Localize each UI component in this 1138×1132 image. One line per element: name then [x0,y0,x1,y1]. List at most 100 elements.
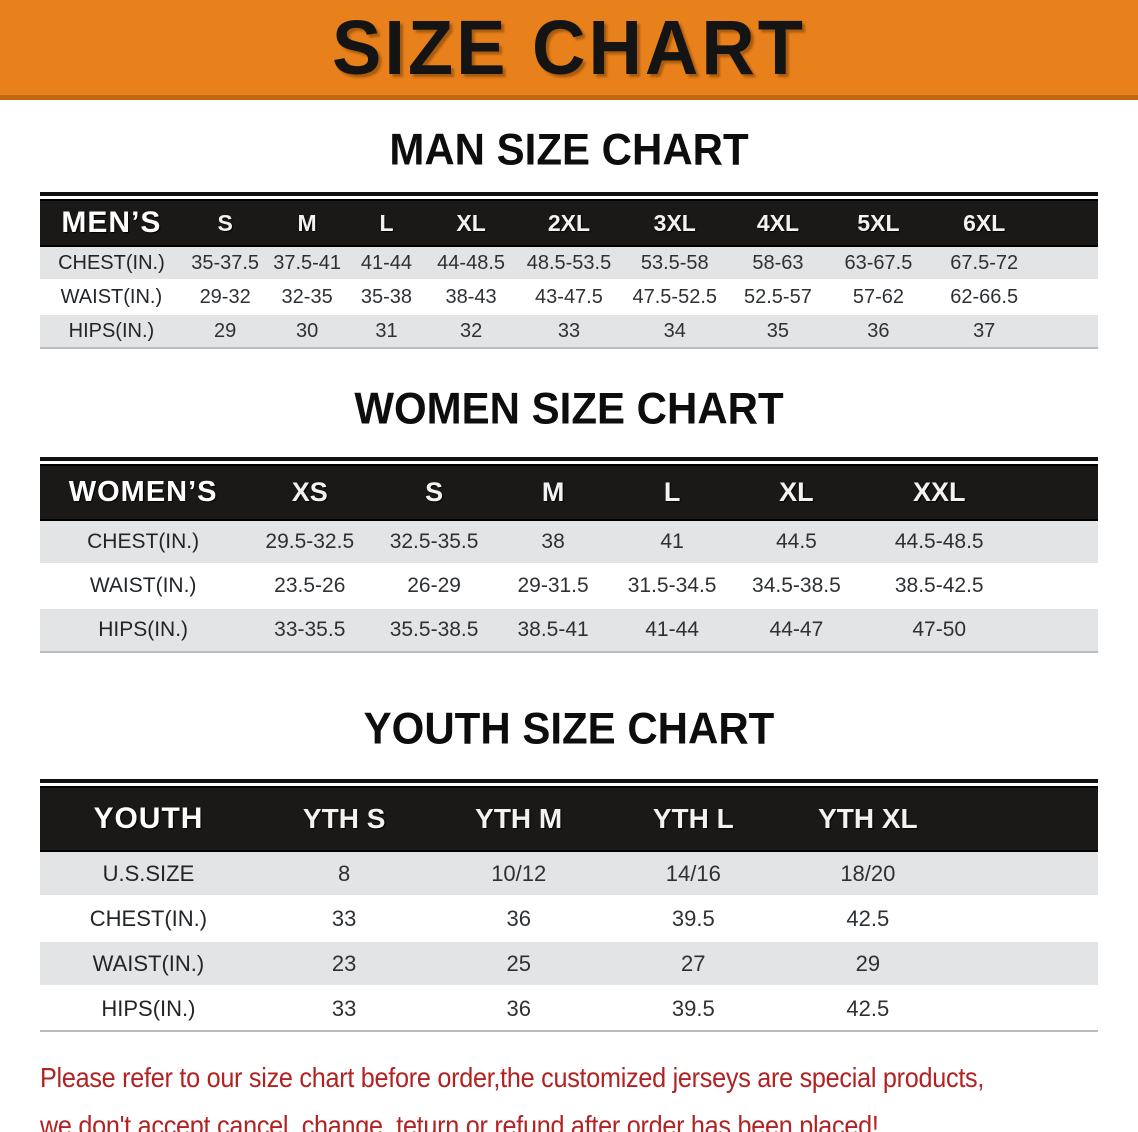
table-row: CHEST(IN.) 33 36 39.5 42.5 [40,895,1098,942]
size-value: 33 [516,313,622,349]
cell-spacer [1018,563,1098,609]
size-value: 34.5-38.5 [732,563,860,609]
column-header: 6XL [928,199,1040,247]
size-value: 44-47 [732,607,860,653]
warning-line-1: Please refer to our size chart before or… [40,1062,985,1093]
column-header: XL [426,199,517,247]
size-value: 32-35 [267,279,347,315]
size-value: 35 [727,313,829,349]
table-row: CHEST(IN.) 35-37.5 37.5-41 41-44 44-48.5 48.5… [40,245,1098,281]
cell-spacer [1039,313,1098,349]
size-value: 36 [431,895,606,942]
youth-size-table-wrap: YOUTH YTH S YTH M YTH L YTH XL U.S.SIZE 8 10/12… [40,779,1098,1032]
women-size-section: WOMEN SIZE CHART WOMEN’S XS S M L XL XXL CHEST(… [0,383,1138,653]
size-value: 32 [426,313,517,349]
size-value: 29.5-32.5 [246,519,374,565]
row-label: HIPS(IN.) [40,607,247,653]
size-value: 47-50 [859,607,1019,653]
row-label: CHEST(IN.) [40,895,257,942]
size-value: 31.5-34.5 [611,563,733,609]
size-value: 29-32 [182,279,268,315]
table-top-border [40,457,1098,461]
column-header: 2XL [516,199,622,247]
size-value: 53.5-58 [621,245,728,281]
size-value: 44.5 [732,519,860,565]
cell-spacer [955,850,1098,897]
cell-spacer [1039,279,1098,315]
cell-spacer [955,985,1098,1032]
size-value: 39.5 [606,985,781,1032]
column-header: S [373,464,495,521]
row-label: WAIST(IN.) [40,563,247,609]
youth-size-table: YOUTH YTH S YTH M YTH L YTH XL U.S.SIZE 8 10/12… [40,786,1098,1032]
cell-spacer [955,895,1098,942]
table-top-border [40,192,1098,196]
table-top-border [40,779,1098,783]
size-value: 23.5-26 [246,563,374,609]
size-value: 58-63 [727,245,829,281]
cell-spacer [1018,519,1098,565]
column-header: 4XL [727,199,829,247]
row-label: CHEST(IN.) [40,245,183,281]
size-value: 38.5-41 [494,607,612,653]
row-label: WAIST(IN.) [40,279,183,315]
table-row: HIPS(IN.) 33-35.5 35.5-38.5 38.5-41 41-44 44-… [40,607,1098,653]
size-value: 35-37.5 [182,245,268,281]
table-row: WAIST(IN.) 29-32 32-35 35-38 38-43 43-47.5 47.… [40,279,1098,315]
size-value: 31 [346,313,427,349]
size-value: 67.5-72 [928,245,1040,281]
size-value: 57-62 [828,279,929,315]
banner-title: SIZE CHART [332,4,806,91]
size-value: 23 [256,940,432,987]
size-value: 44.5-48.5 [859,519,1019,565]
column-header: S [182,199,268,247]
table-header-row: YOUTH YTH S YTH M YTH L YTH XL [40,786,1098,852]
column-header: XS [246,464,374,521]
size-value: 35.5-38.5 [373,607,495,653]
cell-spacer [1039,245,1098,281]
column-header: 3XL [621,199,728,247]
table-row: U.S.SIZE 8 10/12 14/16 18/20 [40,850,1098,897]
column-header: YTH S [256,786,432,852]
size-value: 38 [494,519,612,565]
size-value: 37 [928,313,1040,349]
size-value: 44-48.5 [426,245,517,281]
women-size-table-wrap: WOMEN’S XS S M L XL XXL CHEST(IN.) 29.5-32.5 32.5… [40,457,1098,653]
column-header: L [611,464,733,521]
table-label: MEN’S [40,199,183,247]
column-header: M [494,464,612,521]
cell-spacer [1018,607,1098,653]
cell-spacer [955,940,1098,987]
size-value: 29 [182,313,268,349]
size-value: 42.5 [780,895,956,942]
table-label: WOMEN’S [40,464,247,521]
size-value: 34 [621,313,728,349]
size-value: 62-66.5 [928,279,1040,315]
row-label: CHEST(IN.) [40,519,247,565]
size-value: 10/12 [431,850,606,897]
table-row: CHEST(IN.) 29.5-32.5 32.5-35.5 38 41 44.5 44.5… [40,519,1098,565]
column-header: M [267,199,347,247]
size-value: 33 [256,895,432,942]
size-value: 37.5-41 [267,245,347,281]
table-header-row: MEN’S S M L XL 2XL 3XL 4XL 5XL 6XL [40,199,1098,247]
table-row: HIPS(IN.) 33 36 39.5 42.5 [40,985,1098,1032]
size-value: 30 [267,313,347,349]
size-value: 38.5-42.5 [859,563,1019,609]
women-section-title: WOMEN SIZE CHART [354,383,784,434]
size-value: 41-44 [346,245,427,281]
row-label: U.S.SIZE [40,850,257,897]
column-header: XXL [859,464,1019,521]
header-spacer [1018,464,1098,521]
table-label: YOUTH [40,786,257,852]
man-section-title: MAN SIZE CHART [389,124,749,175]
size-value: 26-29 [373,563,495,609]
size-value: 33 [256,985,432,1032]
man-size-table: MEN’S S M L XL 2XL 3XL 4XL 5XL 6XL CHEST(IN.) 35-37… [40,199,1098,349]
column-header: YTH M [431,786,606,852]
size-value: 27 [606,940,781,987]
column-header: YTH L [606,786,781,852]
row-label: WAIST(IN.) [40,940,257,987]
table-row: HIPS(IN.) 29 30 31 32 33 34 35 36 37 [40,313,1098,349]
row-label: HIPS(IN.) [40,313,183,349]
